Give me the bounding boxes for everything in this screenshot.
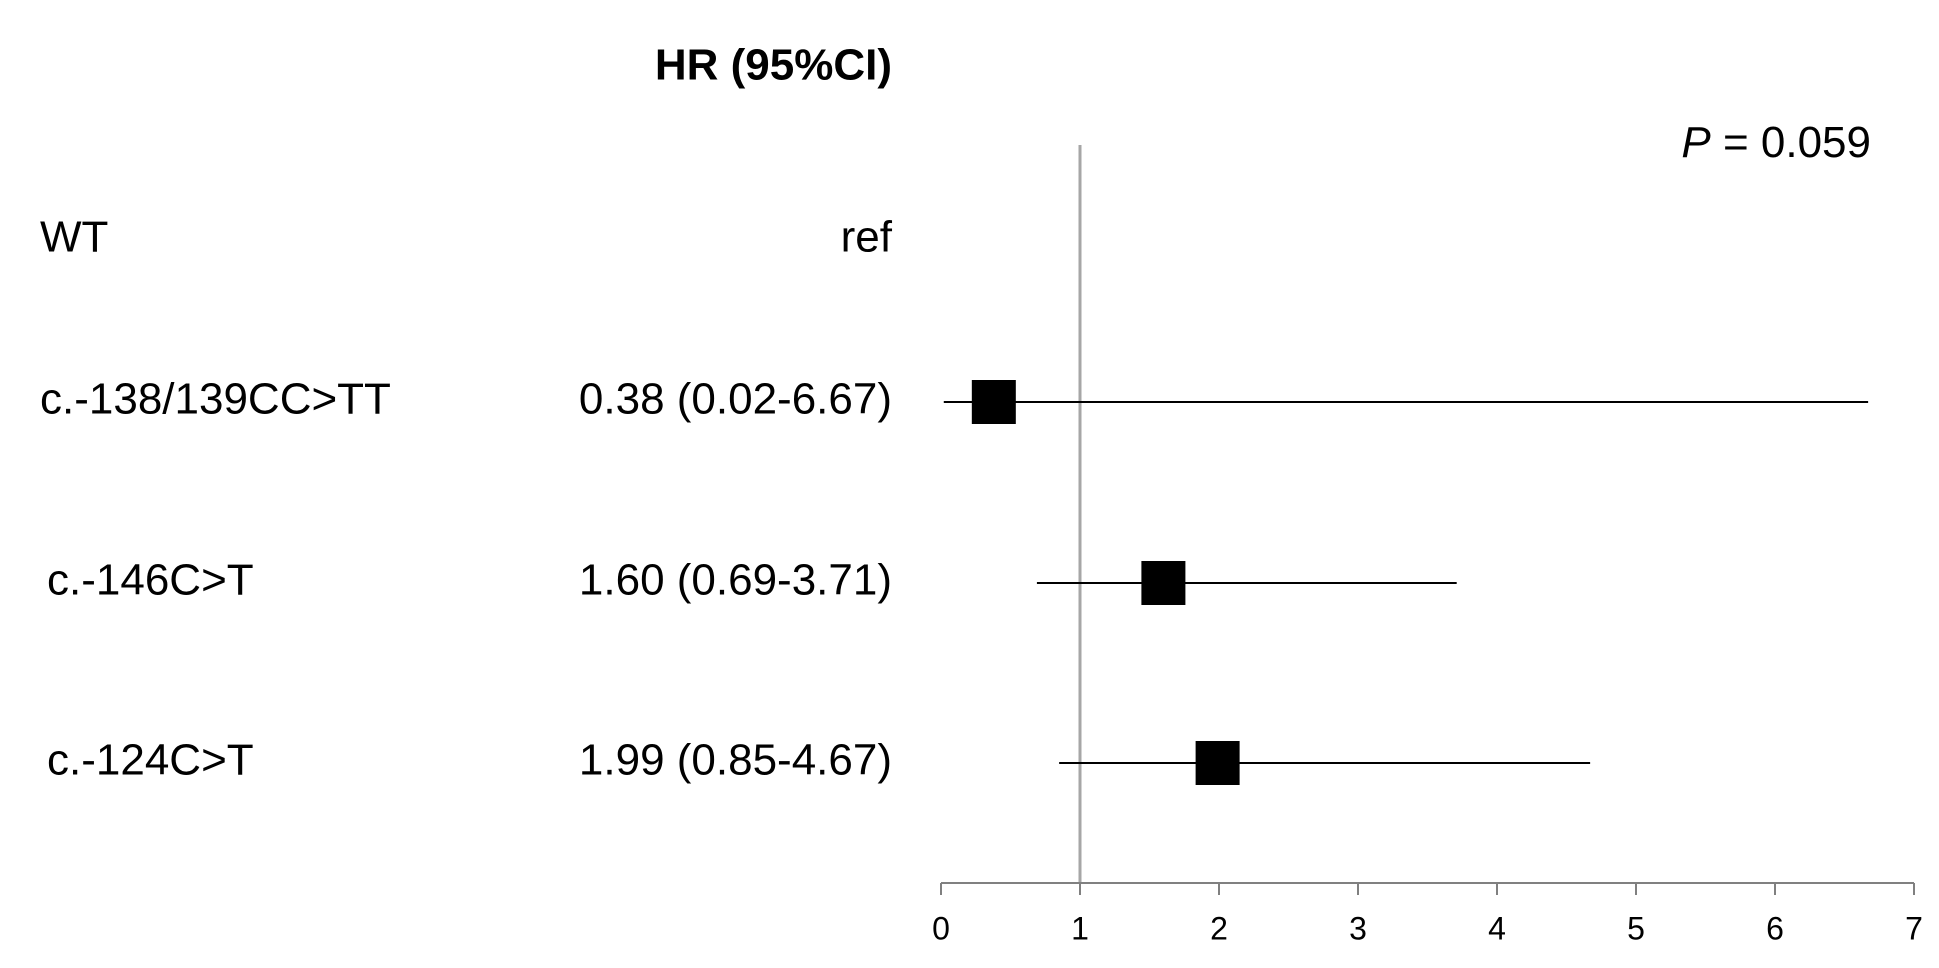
hr-point <box>971 380 1016 424</box>
x-tick-label: 5 <box>1627 910 1645 946</box>
hr-point <box>1141 561 1186 605</box>
p-value: = 0.059 <box>1723 118 1871 167</box>
p-annotation: P = 0.059 <box>1681 118 1871 167</box>
x-tick-label: 0 <box>932 910 950 946</box>
category-label: c.-138/139CC>TT <box>40 375 391 424</box>
x-tick-label: 3 <box>1349 910 1367 946</box>
p-symbol: P <box>1681 118 1711 167</box>
hr-label: 0.38 (0.02-6.67) <box>579 375 892 424</box>
category-label: c.-124C>T <box>47 736 254 785</box>
x-tick-label: 1 <box>1071 910 1089 946</box>
hr-label: 1.99 (0.85-4.67) <box>579 736 892 785</box>
category-label: c.-146C>T <box>47 556 254 605</box>
x-tick-label: 4 <box>1488 910 1506 946</box>
hr-label: 1.60 (0.69-3.71) <box>579 556 892 605</box>
hr-label: ref <box>841 213 893 262</box>
x-tick-label: 6 <box>1766 910 1784 946</box>
x-tick-label: 7 <box>1905 910 1923 946</box>
hr-point <box>1195 741 1240 785</box>
x-tick-label: 2 <box>1210 910 1228 946</box>
category-label: WT <box>40 213 108 262</box>
column-header: HR (95%CI) <box>655 41 892 90</box>
